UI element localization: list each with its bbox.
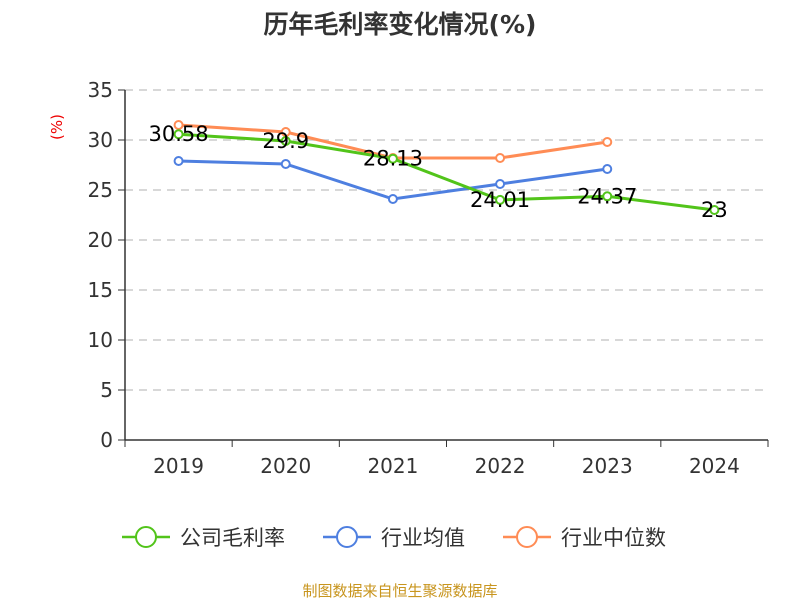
data-point — [602, 137, 613, 147]
data-point — [602, 164, 613, 174]
legend-label: 行业中位数 — [561, 526, 666, 550]
legend-label: 行业均值 — [381, 526, 465, 550]
series-line — [178, 132, 715, 212]
data-label: 28.13 — [363, 147, 423, 171]
data-point — [173, 120, 184, 130]
data-label: 23 — [701, 198, 728, 222]
y-tick-label: 10 — [88, 328, 113, 352]
y-tick-label: 15 — [88, 278, 113, 302]
y-tick-label: 25 — [88, 178, 113, 202]
data-label: 30.58 — [149, 122, 209, 146]
data-point — [495, 179, 506, 189]
x-tick-label: 2020 — [260, 454, 311, 478]
legend-marker — [135, 526, 157, 548]
data-point — [495, 153, 506, 163]
data-point — [387, 194, 398, 204]
data-point — [280, 159, 291, 169]
data-point — [495, 194, 506, 205]
x-tick-label: 2023 — [582, 454, 633, 478]
y-axis-label: (%) — [48, 114, 66, 140]
data-point — [173, 129, 184, 140]
x-tick-label: 2019 — [153, 454, 204, 478]
chart-title: 历年毛利率变化情况(%) — [264, 10, 537, 39]
data-label: 24.37 — [577, 184, 637, 208]
y-tick-label: 35 — [88, 78, 113, 102]
data-point — [280, 136, 291, 146]
data-label: 24.01 — [470, 188, 530, 212]
x-tick-label: 2024 — [689, 454, 740, 478]
x-tick-label: 2022 — [475, 454, 526, 478]
data-point — [602, 191, 613, 202]
legend-label: 公司毛利率 — [180, 526, 285, 550]
data-label: 29.9 — [262, 129, 309, 153]
data-point — [387, 153, 398, 164]
legend-marker — [516, 526, 538, 548]
y-tick-label: 0 — [100, 428, 113, 452]
source-note: 制图数据来自恒生聚源数据库 — [302, 582, 497, 600]
y-tick-label: 20 — [88, 228, 113, 252]
y-tick-label: 30 — [88, 128, 113, 152]
data-point — [173, 156, 184, 166]
y-tick-label: 5 — [100, 378, 113, 402]
x-tick-label: 2021 — [367, 454, 418, 478]
legend-marker — [336, 526, 358, 548]
data-point — [709, 205, 720, 215]
